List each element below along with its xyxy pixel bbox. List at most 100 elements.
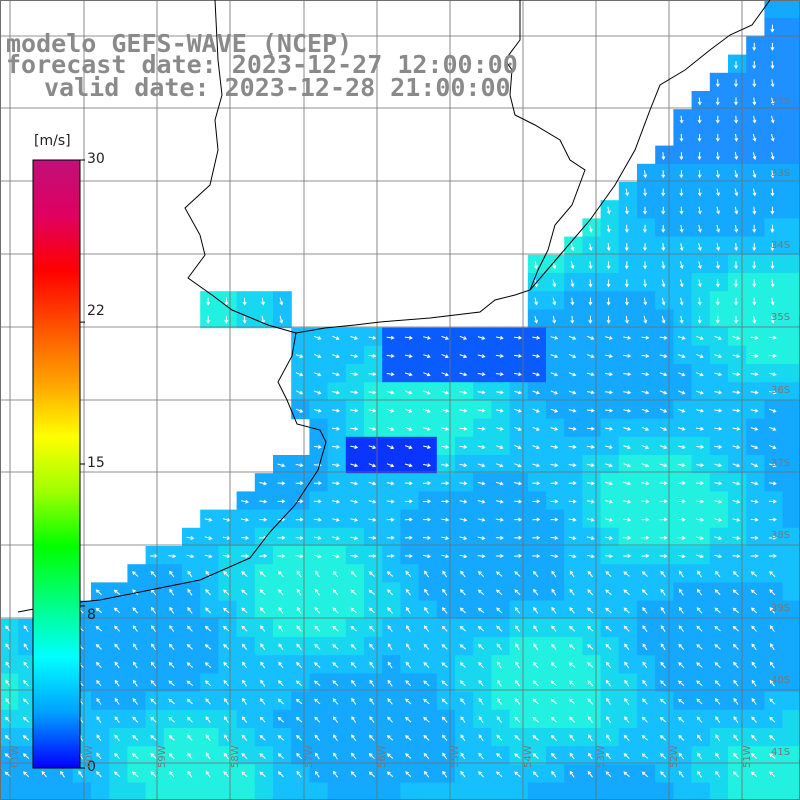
wind-arrow	[350, 408, 359, 413]
wind-speed-cell	[564, 273, 583, 292]
wind-speed-cell	[582, 218, 602, 238]
wind-speed-cell	[673, 582, 693, 602]
wind-arrow	[752, 261, 757, 270]
wind-arrow	[715, 752, 721, 760]
wind-arrow	[752, 61, 757, 70]
wind-speed-cell	[600, 291, 620, 310]
wind-arrow	[660, 588, 666, 596]
wind-arrow	[205, 770, 211, 778]
wind-arrow	[624, 661, 630, 669]
wind-arrow	[659, 517, 668, 522]
wind-arrow	[643, 297, 648, 306]
wind-arrow	[205, 607, 212, 614]
wind-arrow	[569, 588, 575, 596]
wind-speed-cell	[418, 473, 438, 492]
wind-speed-cell	[782, 527, 800, 547]
wind-arrow	[241, 517, 250, 522]
wind-speed-cell	[709, 564, 729, 583]
wind-arrow	[404, 335, 413, 340]
wind-speed-cell	[127, 655, 147, 674]
wind-speed-cell	[582, 637, 602, 656]
wind-arrow	[168, 770, 175, 778]
wind-arrow	[313, 444, 322, 449]
wind-arrow	[624, 243, 629, 252]
wind-arrow	[677, 481, 686, 486]
wind-arrow	[569, 570, 575, 578]
wind-speed-cell	[109, 655, 128, 674]
wind-arrow	[313, 517, 322, 522]
wind-speed-cell	[182, 782, 201, 800]
wind-arrow	[514, 589, 521, 596]
wind-speed-cell	[673, 709, 693, 729]
wind-speed-cell	[764, 163, 784, 183]
wind-arrow	[205, 680, 212, 687]
wind-speed-cell	[200, 564, 219, 583]
wind-arrow	[605, 517, 613, 522]
wind-speed-cell	[218, 637, 238, 656]
wind-arrow	[679, 206, 684, 215]
wind-speed-cell	[673, 746, 693, 765]
wind-arrow	[405, 643, 411, 651]
wind-speed-cell	[345, 728, 365, 747]
wind-speed-cell	[746, 746, 765, 765]
wind-arrow	[278, 643, 284, 651]
wind-arrow	[642, 679, 648, 687]
wind-arrow	[770, 279, 775, 288]
wind-arrow	[278, 606, 284, 614]
wind-speed-cell	[709, 782, 729, 800]
wind-arrow	[241, 625, 248, 632]
wind-arrow	[697, 297, 702, 306]
wind-speed-cell	[637, 691, 656, 711]
wind-arrow	[750, 463, 759, 468]
wind-speed-cell	[527, 618, 547, 638]
wind-speed-cell	[309, 618, 329, 638]
wind-speed-cell	[0, 764, 19, 784]
wind-arrow	[768, 372, 777, 377]
wind-speed-cell	[254, 655, 274, 674]
wind-speed-cell	[564, 764, 583, 784]
wind-arrow	[350, 607, 357, 614]
wind-speed-cell	[582, 582, 602, 602]
wind-arrow	[477, 426, 486, 431]
wind-speed-cell	[764, 782, 784, 800]
wind-arrow	[242, 661, 248, 669]
wind-arrow	[150, 771, 157, 778]
wind-speed-cell	[655, 691, 674, 711]
wind-speed-cell	[546, 309, 565, 329]
wind-arrow	[697, 570, 702, 578]
wind-speed-cell	[746, 782, 765, 800]
wind-arrow	[732, 589, 740, 596]
wind-arrow	[696, 499, 705, 504]
wind-arrow	[350, 390, 359, 395]
wind-arrow	[114, 716, 120, 723]
wind-arrow	[734, 261, 739, 270]
wind-speed-cell	[655, 236, 674, 256]
wind-speed-cell	[691, 309, 711, 329]
wind-arrow	[495, 335, 504, 340]
wind-speed-cell	[728, 600, 747, 620]
wind-speed-cell	[273, 546, 292, 565]
wind-speed-cell	[546, 691, 565, 711]
wind-arrow	[568, 554, 577, 559]
wind-speed-cell	[182, 564, 201, 583]
wind-speed-cell	[473, 655, 492, 674]
wind-arrow	[661, 206, 666, 215]
lat-label-37s: 37S	[771, 458, 791, 469]
wind-speed-cell	[564, 582, 583, 602]
wind-speed-cell	[655, 637, 674, 656]
wind-speed-cell	[637, 163, 656, 183]
wind-speed-cell	[546, 709, 565, 729]
wind-arrow	[715, 279, 720, 288]
wind-speed-cell	[18, 764, 37, 784]
wind-speed-cell	[564, 655, 583, 674]
wind-arrow	[514, 335, 523, 340]
wind-arrow	[223, 679, 229, 687]
wind-arrow	[424, 570, 430, 578]
wind-arrow	[132, 734, 139, 741]
wind-speed-cell	[218, 746, 238, 765]
wind-speed-cell	[127, 673, 147, 693]
wind-arrow	[750, 408, 759, 413]
wind-arrow	[4, 607, 11, 614]
wind-arrow	[314, 716, 321, 723]
wind-speed-cell	[473, 782, 492, 800]
